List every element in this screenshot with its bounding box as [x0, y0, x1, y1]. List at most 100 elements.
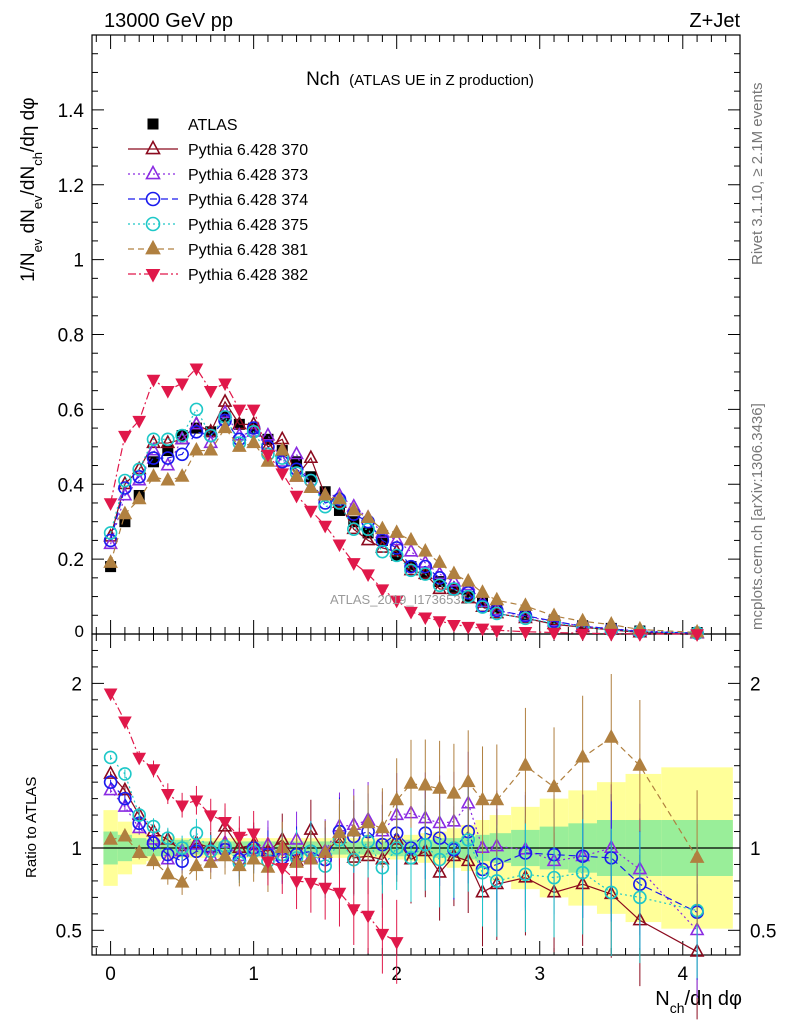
ratio-ylabel: Ratio to ATLAS	[23, 777, 40, 878]
main-ylabel: 1/Nev dNev/dNch/dη dφ	[18, 97, 45, 282]
ratio-point	[146, 852, 161, 867]
mc-point	[389, 548, 404, 563]
ratio-y-tick-label: 1	[71, 839, 82, 860]
mc-point	[332, 539, 347, 553]
ratio-point	[246, 828, 261, 842]
ratio-point	[518, 867, 533, 882]
mc-point	[203, 428, 218, 443]
ratio-point	[632, 757, 648, 771]
ratio-point	[318, 882, 333, 896]
mc-point	[432, 578, 447, 593]
mc-point	[303, 449, 319, 464]
ratio-point	[132, 752, 147, 766]
mc-point	[274, 441, 290, 456]
ratio-y-tick-label-right: 2	[750, 674, 761, 695]
plot-title-sub: (ATLAS UE in Z production)	[349, 72, 534, 89]
ratio-point	[146, 764, 161, 777]
ratio-series	[103, 674, 705, 1020]
atlas-data-point	[176, 430, 188, 442]
ratio-point	[332, 824, 347, 839]
legend-item-pythia-6-428-381: Pythia 6.428 381	[128, 239, 308, 259]
series-line	[110, 411, 698, 634]
legend-label: Pythia 6.428 370	[188, 142, 308, 159]
mc-point	[103, 535, 118, 550]
mc-point	[174, 468, 190, 482]
header-process: Z+Jet	[689, 10, 740, 32]
ratio-point	[575, 865, 590, 880]
ratio-point	[103, 831, 118, 845]
ratio-y-tick-label: 2	[71, 674, 82, 695]
ratio-point	[161, 831, 175, 845]
ratio-point	[689, 849, 705, 863]
mc-point	[189, 425, 204, 439]
ratio-point	[361, 910, 375, 924]
ratio-point	[146, 819, 161, 834]
ratio-series-pythia-6-428-381	[103, 674, 705, 926]
ratio-point	[103, 750, 118, 765]
x-tick-label: 1	[248, 964, 259, 985]
mc-point	[303, 479, 319, 493]
ratio-point	[118, 791, 132, 806]
mc-point	[132, 462, 147, 477]
ratio-y-tick-label-right: 1	[750, 839, 761, 860]
mc-point	[346, 522, 361, 536]
ratio-point	[189, 795, 204, 809]
atlas-data-point	[462, 591, 474, 603]
mc-point	[346, 558, 361, 571]
mc-point	[446, 573, 462, 587]
mc-point	[103, 554, 118, 568]
ratio-point	[603, 729, 619, 743]
mc-point	[289, 490, 304, 504]
ratio-point	[346, 822, 362, 837]
mc-point	[375, 520, 390, 535]
mc-point	[418, 612, 433, 626]
mc-point	[546, 607, 562, 622]
ratio-point	[403, 775, 419, 789]
mc-point	[246, 434, 261, 449]
legend: ATLAS Pythia 6.428 370 Pythia 6.428 373 Pyt…	[128, 117, 308, 284]
atlas-data-point	[162, 445, 174, 457]
mc-point	[446, 580, 462, 595]
mc-point	[633, 629, 647, 642]
mc-point	[231, 438, 247, 452]
ratio-point	[432, 852, 447, 867]
mc-point	[174, 430, 190, 445]
series-pythia-6-428-382	[103, 363, 704, 642]
mc-point	[389, 595, 404, 609]
mc-point	[432, 554, 447, 568]
ratio-series-line	[110, 736, 698, 884]
mc-point	[475, 600, 490, 614]
mc-point	[404, 606, 418, 620]
ratio-point	[446, 785, 462, 799]
legend-marker	[147, 118, 159, 130]
axes: 0.20.40.60.811.21.400 1 2 3 40.5 0.51 12 2	[56, 34, 776, 985]
mc-point	[160, 434, 176, 449]
mc-point	[131, 490, 147, 505]
ratio-point	[304, 877, 318, 891]
legend-marker	[145, 239, 161, 255]
ratio-point	[203, 810, 218, 824]
mc-point	[232, 404, 247, 418]
mc-point	[246, 404, 261, 418]
legend-item-pythia-6-428-375: Pythia 6.428 375	[128, 216, 308, 234]
main-y-tick-label: 1.2	[58, 176, 84, 197]
header-energy: 13000 GeV pp	[104, 10, 233, 32]
mc-point	[189, 415, 204, 430]
atlas-data-point	[305, 471, 317, 483]
mc-point	[389, 531, 405, 546]
mc-point	[432, 616, 447, 629]
ratio-point	[490, 874, 504, 888]
mc-point	[404, 563, 418, 578]
ratio-point	[131, 844, 147, 858]
ratio-point	[460, 773, 476, 788]
ratio-point	[375, 819, 390, 834]
ratio-point	[189, 857, 204, 872]
mc-point	[175, 428, 189, 443]
ratio-point	[103, 781, 118, 796]
atlas-data-point	[333, 504, 345, 516]
ratio-y-tick-label-right: 0.5	[750, 921, 776, 942]
ratio-series-line	[110, 773, 698, 953]
mc-point	[304, 505, 318, 519]
